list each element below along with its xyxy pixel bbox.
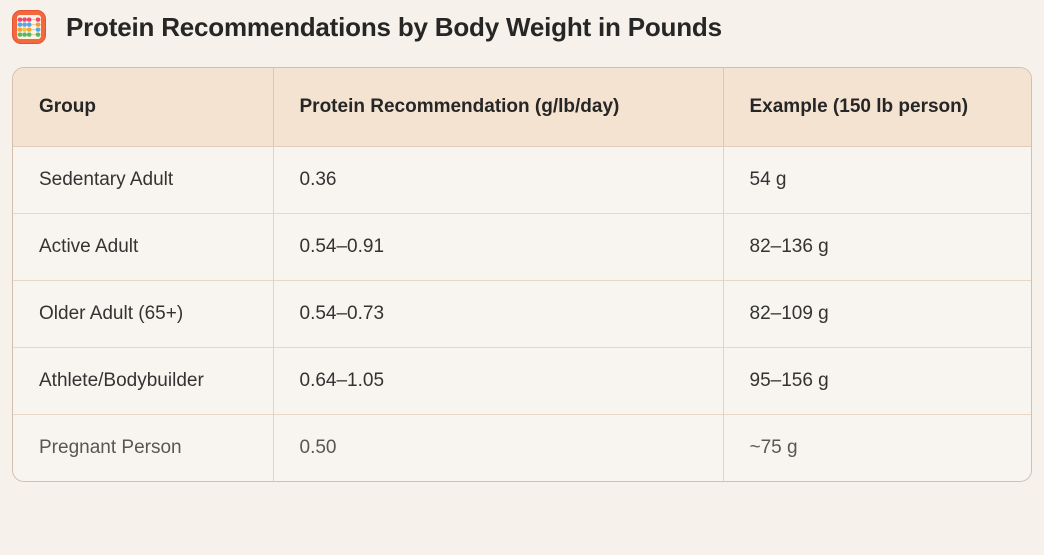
- table-row-active-adult: Active Adult 0.54–0.91 82–136 g: [13, 213, 1031, 281]
- page-header: Protein Recommendations by Body Weight i…: [0, 0, 1044, 44]
- column-header-example: Example (150 lb person): [723, 68, 1031, 147]
- cell-group: Sedentary Adult: [13, 146, 274, 214]
- cell-example: 82–109 g: [723, 280, 1031, 348]
- protein-table-container: Group Protein Recommendation (g/lb/day) …: [12, 67, 1032, 482]
- cell-group: Active Adult: [13, 213, 274, 281]
- page-title: Protein Recommendations by Body Weight i…: [66, 12, 722, 42]
- cell-group: Older Adult (65+): [13, 280, 274, 348]
- table-row-sedentary-adult: Sedentary Adult 0.36 54 g: [13, 146, 1031, 214]
- column-header-recommendation: Protein Recommendation (g/lb/day): [273, 68, 724, 147]
- cell-example: 82–136 g: [723, 213, 1031, 281]
- table-row-pregnant-person: Pregnant Person 0.50 ~75 g: [13, 414, 1031, 481]
- table-row-athlete-bodybuilder: Athlete/Bodybuilder 0.64–1.05 95–156 g: [13, 347, 1031, 415]
- cell-recommendation: 0.54–0.73: [273, 280, 724, 348]
- cell-recommendation: 0.36: [273, 146, 724, 214]
- abacus-icon: [12, 10, 46, 44]
- protein-table: Group Protein Recommendation (g/lb/day) …: [13, 68, 1031, 481]
- cell-example: ~75 g: [723, 414, 1031, 481]
- cell-example: 54 g: [723, 146, 1031, 214]
- table-row-older-adult: Older Adult (65+) 0.54–0.73 82–109 g: [13, 280, 1031, 348]
- cell-group: Pregnant Person: [13, 414, 274, 481]
- cell-recommendation: 0.54–0.91: [273, 213, 724, 281]
- table-body: Sedentary Adult 0.36 54 g Active Adult 0…: [13, 146, 1031, 481]
- page: Protein Recommendations by Body Weight i…: [0, 0, 1044, 482]
- header-row: Group Protein Recommendation (g/lb/day) …: [13, 68, 1031, 147]
- cell-recommendation: 0.64–1.05: [273, 347, 724, 415]
- cell-recommendation: 0.50: [273, 414, 724, 481]
- table-header: Group Protein Recommendation (g/lb/day) …: [13, 68, 1031, 147]
- column-header-group: Group: [13, 68, 274, 147]
- cell-group: Athlete/Bodybuilder: [13, 347, 274, 415]
- cell-example: 95–156 g: [723, 347, 1031, 415]
